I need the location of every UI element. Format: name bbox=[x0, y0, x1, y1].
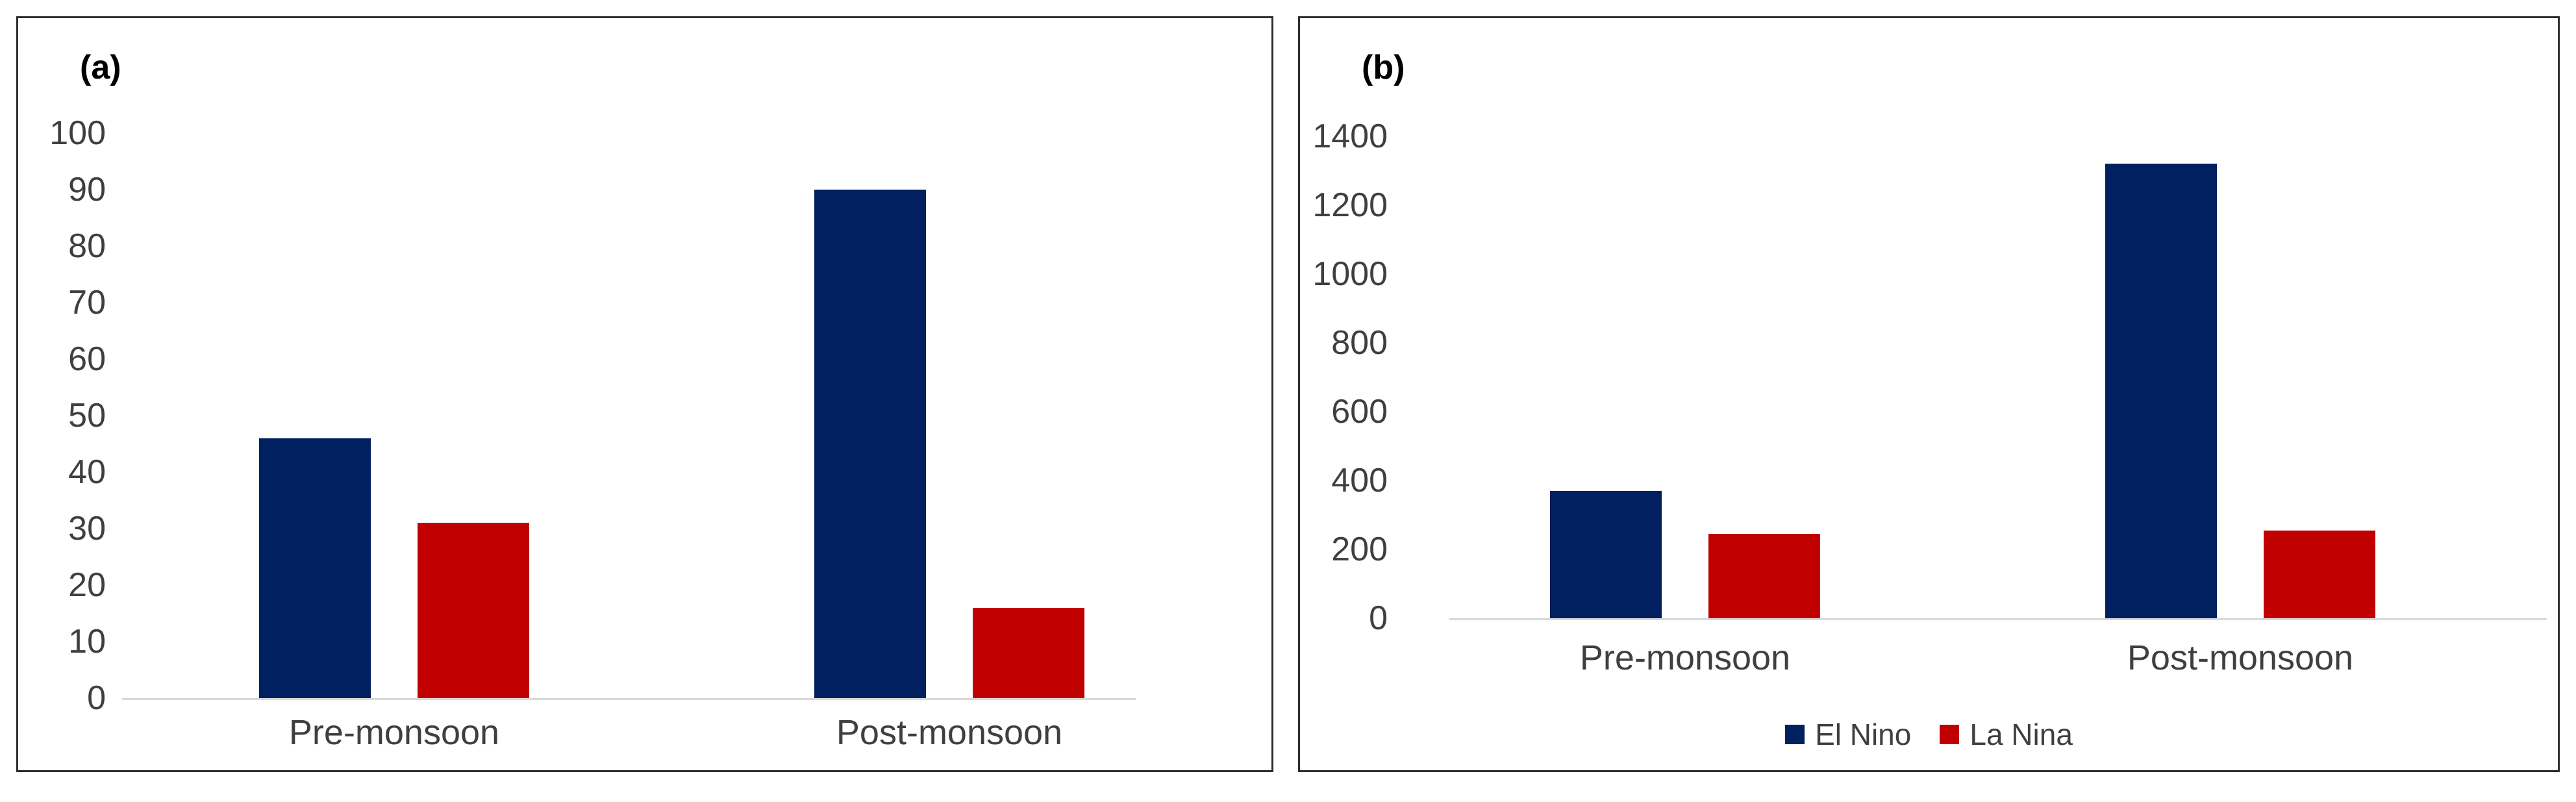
legend-label-el-nino: El Nino bbox=[1815, 718, 1912, 751]
category-label-pre-monsoon: Pre-monsoon bbox=[1579, 638, 1791, 677]
legend-item-el-nino: El Nino bbox=[1785, 720, 1911, 749]
bar-el-nino-pre-monsoon bbox=[1550, 490, 1662, 618]
panel-b: (b) 0 200 400 600 800 1000 1200 1400 Pre-monsoon… bbox=[1298, 16, 2560, 772]
y-axis-tick-label: 60 bbox=[68, 340, 106, 378]
legend-swatch-la-nina bbox=[1940, 725, 1960, 744]
y-axis-tick-label: 1400 bbox=[1312, 118, 1388, 155]
y-axis-tick-label: 1000 bbox=[1312, 255, 1388, 293]
y-axis-tick-label: 50 bbox=[68, 397, 106, 434]
panel-b-label: (b) bbox=[1362, 49, 1405, 86]
y-axis-tick-label: 80 bbox=[68, 227, 106, 265]
y-axis-tick-label: 800 bbox=[1331, 324, 1388, 362]
category-label-post-monsoon: Post-monsoon bbox=[2127, 638, 2354, 677]
y-axis-tick-label: 0 bbox=[87, 679, 106, 717]
y-axis-tick-label: 20 bbox=[68, 566, 106, 604]
y-axis-tick-label: 40 bbox=[68, 453, 106, 491]
bar-el-nino-post-monsoon bbox=[814, 190, 926, 698]
bar-la-nina-post-monsoon bbox=[2264, 530, 2375, 618]
bar-la-nina-pre-monsoon bbox=[418, 523, 529, 698]
y-axis-tick-label: 10 bbox=[68, 623, 106, 660]
y-axis-tick-label: 70 bbox=[68, 284, 106, 321]
panel-a: (a) 0 10 20 30 40 50 60 70 80 90 100 Pre-monsoon Pos… bbox=[16, 16, 1273, 772]
bar-la-nina-post-monsoon bbox=[973, 607, 1084, 698]
x-axis-line bbox=[1449, 618, 2547, 620]
category-label-post-monsoon: Post-monsoon bbox=[836, 713, 1063, 752]
y-axis-tick-label: 30 bbox=[68, 510, 106, 547]
y-axis-tick-label: 100 bbox=[49, 114, 106, 152]
category-label-pre-monsoon: Pre-monsoon bbox=[288, 713, 500, 752]
y-axis-tick-label: 400 bbox=[1331, 462, 1388, 499]
bar-la-nina-pre-monsoon bbox=[1708, 534, 1820, 618]
legend: El Nino La Nina bbox=[1300, 720, 2558, 749]
y-axis-tick-label: 600 bbox=[1331, 393, 1388, 431]
bar-el-nino-post-monsoon bbox=[2105, 164, 2217, 618]
legend-label-la-nina: La Nina bbox=[1970, 718, 2073, 751]
legend-item-la-nina: La Nina bbox=[1940, 720, 2073, 749]
y-axis-tick-label: 200 bbox=[1331, 531, 1388, 568]
legend-swatch-el-nino bbox=[1785, 725, 1805, 744]
y-axis-tick-label: 90 bbox=[68, 171, 106, 208]
y-axis-tick-label: 1200 bbox=[1312, 186, 1388, 224]
bar-el-nino-pre-monsoon bbox=[259, 438, 371, 698]
panel-a-label: (a) bbox=[80, 49, 121, 86]
y-axis-tick-label: 0 bbox=[1369, 599, 1388, 637]
x-axis-line bbox=[122, 698, 1136, 700]
